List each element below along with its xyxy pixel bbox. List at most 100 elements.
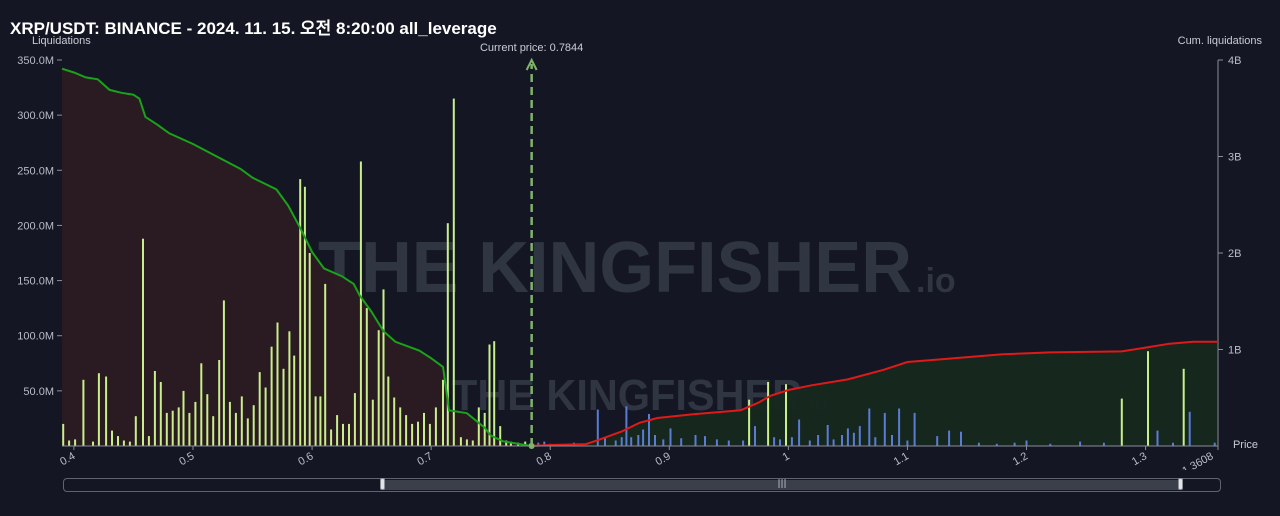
liquidation-bar [1025,440,1028,446]
liquidation-bar [817,435,820,446]
liquidation-bar [524,441,527,446]
liquidation-bar [212,416,215,446]
liquidation-bar [153,371,156,446]
liquidation-bar [715,439,718,446]
liquidation-bar [488,344,491,446]
x-tick-label: 0.8 [534,450,553,468]
liquidation-bar [832,439,835,446]
liquidation-bar [68,440,71,446]
liquidation-bar [459,437,462,446]
cumulative-long-line [61,67,532,447]
liquidation-bar [411,423,414,446]
liquidation-bar [264,387,267,446]
liquidation-bar [868,408,871,446]
liquidation-bar [62,423,65,446]
liquidation-bar [330,429,333,446]
liquidation-bar [826,425,829,446]
liquidation-chart: THE KINGFISHER .io THE KINGFISHER .io 50… [17,35,1263,470]
scroller-thumb[interactable]: ||| [382,479,1182,490]
liquidation-bar [1172,442,1174,446]
y-right-tick-label: 4B [1228,55,1241,67]
liquidation-bar [858,426,861,446]
scroller-right-handle[interactable] [1178,478,1183,490]
liquidation-bar [1013,442,1016,446]
liquidation-bar [477,407,480,446]
liquidation-bar [977,442,980,446]
liquidation-bar [906,440,909,446]
liquidation-bar [543,441,546,446]
x-axis-title: Price [1233,439,1258,451]
liquidation-bar [452,98,455,446]
y-left-tick-label: 350.0M [17,55,54,67]
current-price-marker: Current price: 0.7844 [480,42,583,449]
liquidation-bar [365,308,368,446]
liquidation-bar [465,439,468,446]
liquidation-bar [637,435,640,446]
cumulative-long-area [62,68,532,446]
liquidation-bar [111,430,113,446]
liquidation-bar [773,437,776,446]
y-left-tick-label: 250.0M [17,165,54,177]
liquidation-bar [382,289,385,446]
liquidation-bar [841,435,843,446]
liquidation-bar [704,436,706,446]
liquidation-bar [314,396,317,446]
liquidation-bar [319,396,322,446]
x-tick-label: 0.5 [177,450,196,468]
liquidation-bar [353,393,356,446]
cumulative-short-area [531,341,1218,446]
liquidation-bar [1147,351,1149,446]
y-left-axis-title: Liquidations [32,35,91,47]
liquidation-bar [134,416,137,446]
range-scroller[interactable]: ||| [63,478,1221,492]
liquidation-bar [288,331,291,446]
liquidation-bar [97,373,100,446]
liquidation-bar [883,412,886,446]
liquidation-bar [165,412,168,446]
liquidation-bar [117,436,119,446]
x-tick-label: 1 [781,450,792,463]
liquidation-bar [194,401,197,446]
liquidation-bar [960,431,962,446]
liquidation-bar [252,405,255,446]
liquidation-bar [1156,430,1159,446]
liquidation-bar [293,355,296,446]
liquidation-bar [105,376,108,446]
liquidation-bar [779,439,781,446]
x-tick-label: 1.2 [1011,450,1030,468]
liquidation-bar [405,415,408,446]
y-left-tick-label: 50.0M [23,386,54,398]
liquidation-bar [282,368,285,446]
liquidation-bar [727,440,730,446]
liquidation-bar [434,407,437,446]
cumulative-areas [62,68,1218,446]
x-tick-label: 0.6 [296,450,315,468]
scroller-left-handle[interactable] [380,478,385,490]
liquidation-bar [222,300,225,446]
y-right-axis-title: Cum. liquidations [1178,35,1263,47]
liquidation-bar [423,412,425,446]
liquidation-bar [852,432,855,446]
scroller-grip-icon[interactable]: ||| [777,479,787,489]
liquidation-bar [206,394,209,446]
liquidation-bar [748,399,751,446]
liquidation-bar [147,436,150,446]
liquidation-bar [948,430,951,446]
liquidation-bars [62,98,1216,447]
liquidation-bar [1213,442,1216,446]
liquidation-bar [891,435,893,446]
current-price-arrow-icon [525,57,538,71]
watermark-brand-large: THE KINGFISHER [318,228,912,308]
liquidation-bar [620,437,623,446]
liquidation-bar [1102,442,1105,446]
liquidation-bar [483,412,486,446]
liquidation-bar [177,407,180,446]
liquidation-bar [808,440,811,446]
liquidation-bar [936,436,939,446]
liquidation-bar [308,253,311,446]
y-right-tick-label: 1B [1228,345,1241,357]
liquidation-bar [399,407,402,446]
liquidation-bar [499,426,502,446]
liquidation-bar [200,363,203,446]
liquidation-bar [648,414,650,446]
